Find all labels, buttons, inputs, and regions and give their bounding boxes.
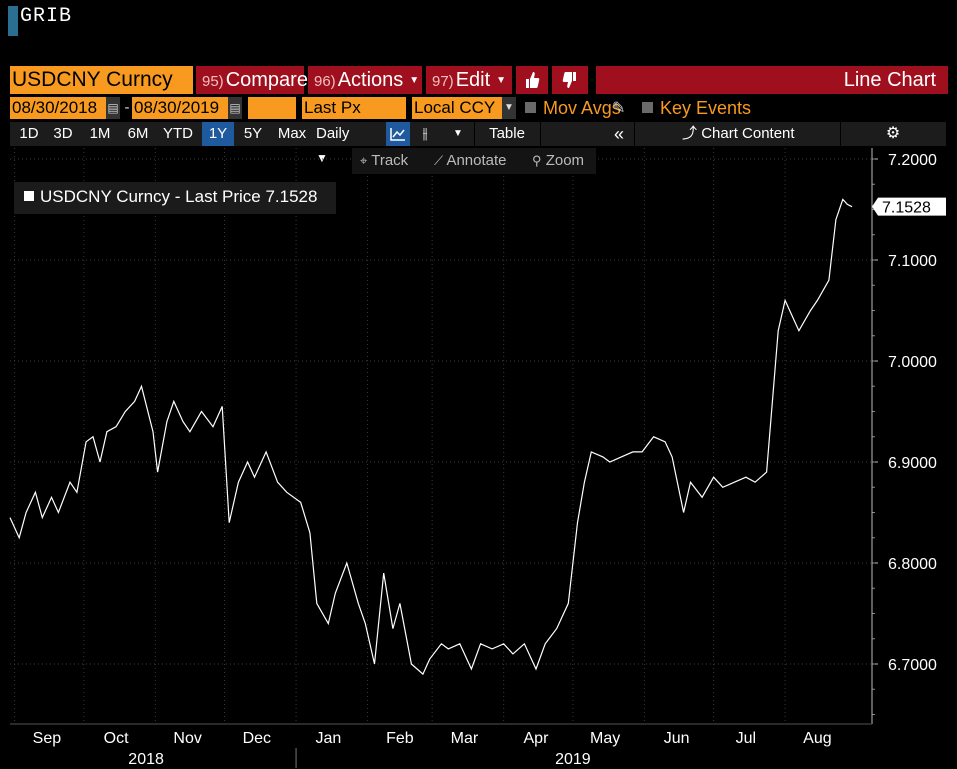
x-tick-label: Aug — [803, 730, 831, 747]
last-price-marker — [872, 197, 946, 216]
zoom-tool[interactable]: ⚲ Zoom — [532, 148, 584, 174]
key-events-checkbox[interactable] — [642, 102, 653, 113]
period-5y[interactable]: 5Y — [243, 125, 263, 142]
chevron-down-icon: ▼ — [409, 74, 420, 86]
actions-label: Actions — [337, 69, 404, 91]
line-chart-glyph — [390, 128, 405, 141]
period-ytd[interactable]: YTD — [163, 125, 193, 142]
chevron-down-icon: ▼ — [316, 151, 328, 165]
edit-button[interactable]: 97) Edit ▼ — [426, 66, 512, 94]
thumbs-down-button[interactable] — [552, 66, 588, 94]
edit-number: 97) — [432, 73, 454, 90]
line-chart-icon[interactable] — [386, 122, 410, 146]
divider — [474, 122, 475, 146]
chart-legend — [14, 182, 336, 214]
chevron-down-icon[interactable]: ▼ — [453, 128, 463, 139]
actions-number: 96) — [314, 73, 336, 90]
mov-avgs-label[interactable]: Mov Avgs — [543, 98, 621, 118]
period-toolbar — [10, 122, 946, 146]
legend-swatch — [24, 191, 34, 201]
command-cursor — [8, 6, 18, 36]
x-tick-label: May — [590, 730, 620, 747]
chart-tools-bar — [352, 148, 596, 174]
compare-label: Compare — [225, 69, 308, 91]
period-1m[interactable]: 1M — [89, 125, 111, 142]
y-tick-label: 6.9000 — [888, 455, 937, 472]
period-max[interactable]: Max — [277, 125, 307, 142]
mov-avgs-checkbox[interactable] — [525, 102, 536, 113]
x-tick-label: Jan — [315, 730, 341, 747]
date-separator: - — [124, 99, 130, 116]
divider — [840, 122, 841, 146]
y-tick-label: 7.1000 — [888, 253, 937, 270]
x-tick-label: Apr — [524, 730, 550, 747]
chart-content-label: Chart Content — [701, 125, 795, 142]
x-tick-label: Feb — [386, 730, 414, 747]
period-3d[interactable]: 3D — [53, 125, 73, 142]
track-label: Track — [371, 152, 409, 169]
x-tick-label: Jun — [664, 730, 690, 747]
actions-button[interactable]: 96) Actions ▼ — [308, 66, 422, 94]
security-field[interactable]: USDCNY Curncy — [10, 66, 193, 94]
command-text[interactable]: GRIB — [20, 5, 73, 28]
key-events-label[interactable]: Key Events — [660, 98, 752, 118]
y-tick-label: 6.7000 — [888, 657, 937, 674]
compare-number: 95) — [202, 73, 224, 90]
start-date-field[interactable]: 08/30/2018 — [10, 97, 106, 119]
track-tool[interactable]: ⌖ Track — [360, 148, 408, 174]
calendar-icon[interactable]: ▤ — [228, 97, 242, 119]
x-tick-label: Dec — [243, 730, 271, 747]
table-button[interactable]: Table — [489, 125, 525, 142]
collapse-left-icon[interactable]: « — [613, 124, 624, 144]
chart-content-icon: ⤴ — [682, 125, 698, 142]
edit-label: Edit — [455, 69, 491, 91]
gear-icon[interactable]: ⚙ — [885, 125, 901, 142]
thumbs-up-icon — [526, 72, 540, 88]
zoom-label: Zoom — [545, 152, 585, 169]
bar-chart-icon[interactable]: ⫲ — [422, 125, 428, 142]
chevron-down-icon[interactable]: ▼ — [502, 97, 516, 119]
annotate-icon: ⟋ — [434, 153, 444, 168]
period-6m[interactable]: 6M — [127, 125, 149, 142]
price-line — [9, 198, 853, 676]
x-year-label: 2018 — [128, 751, 164, 768]
end-date-field[interactable]: 08/30/2019 — [132, 97, 228, 119]
y-tick-label: 6.8000 — [888, 556, 937, 573]
zoom-icon: ⚲ — [532, 153, 542, 168]
period-1y[interactable]: 1Y — [202, 122, 234, 146]
annotate-label: Annotate — [446, 152, 507, 169]
x-tick-label: Jul — [736, 730, 756, 747]
x-tick-label: Nov — [173, 730, 201, 747]
pencil-icon[interactable]: ✎ — [612, 100, 626, 117]
thumbs-down-icon — [562, 72, 576, 88]
divider — [540, 122, 541, 146]
y-tick-label: 7.0000 — [888, 354, 937, 371]
blank-field[interactable] — [248, 97, 296, 119]
x-tick-label: Sep — [33, 730, 62, 747]
compare-button[interactable]: 95) Compare — [196, 66, 308, 94]
x-year-label: 2019 — [555, 751, 591, 768]
legend-text: USDCNY Curncy - Last Price 7.1528 — [40, 187, 318, 206]
period-1d[interactable]: 1D — [19, 125, 39, 142]
divider — [634, 122, 635, 146]
x-tick-label: Mar — [451, 730, 479, 747]
calendar-icon[interactable]: ▤ — [106, 97, 120, 119]
currency-select[interactable]: Local CCY — [412, 97, 502, 119]
y-tick-label: 7.2000 — [888, 152, 937, 169]
price-field-select[interactable]: Last Px — [302, 97, 406, 119]
x-tick-label: Oct — [104, 730, 129, 747]
annotate-tool[interactable]: ⟋ Annotate — [434, 148, 507, 174]
frequency-select[interactable]: Daily ▼ — [316, 122, 360, 165]
frequency-label: Daily — [316, 125, 350, 142]
command-line[interactable] — [0, 0, 957, 40]
crosshair-icon: ⌖ — [360, 153, 368, 168]
last-price-label: 7.1528 — [882, 200, 931, 217]
chart-type-title: Line Chart — [596, 66, 948, 94]
thumbs-up-button[interactable] — [516, 66, 548, 94]
chart-content-button[interactable]: ⤴ Chart Content — [682, 122, 798, 146]
chevron-down-icon: ▼ — [496, 74, 507, 86]
